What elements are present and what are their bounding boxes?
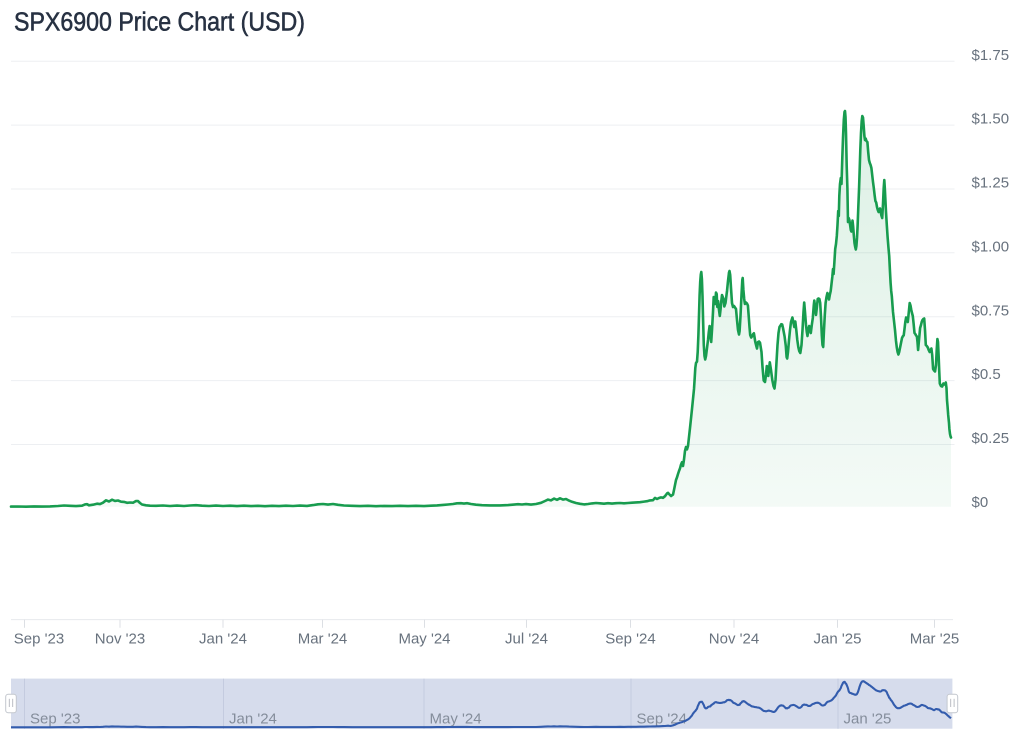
- svg-text:Nov '23: Nov '23: [95, 630, 145, 647]
- svg-text:Mar '24: Mar '24: [298, 630, 348, 647]
- svg-text:Sep '24: Sep '24: [637, 710, 687, 727]
- svg-text:Jan '25: Jan '25: [844, 710, 892, 727]
- svg-text:Mar '25: Mar '25: [910, 630, 960, 647]
- svg-text:Sep '23: Sep '23: [14, 630, 64, 647]
- svg-text:May '24: May '24: [430, 710, 482, 727]
- svg-text:Nov '24: Nov '24: [709, 630, 759, 647]
- svg-text:$0.5: $0.5: [972, 366, 1001, 383]
- svg-text:Jul '24: Jul '24: [505, 630, 548, 647]
- svg-text:$0.25: $0.25: [972, 430, 1010, 447]
- svg-text:Sep '23: Sep '23: [30, 710, 80, 727]
- svg-text:$0.75: $0.75: [972, 302, 1010, 319]
- svg-text:Jan '25: Jan '25: [814, 630, 862, 647]
- svg-text:$1.00: $1.00: [972, 238, 1010, 255]
- svg-text:$1.25: $1.25: [972, 175, 1010, 192]
- svg-text:Jan '24: Jan '24: [229, 710, 277, 727]
- svg-text:$1.50: $1.50: [972, 111, 1010, 128]
- svg-text:Sep '24: Sep '24: [605, 630, 655, 647]
- svg-text:$0: $0: [972, 494, 989, 511]
- svg-text:$1.75: $1.75: [972, 47, 1010, 64]
- svg-text:Jan '24: Jan '24: [199, 630, 247, 647]
- svg-text:May '24: May '24: [398, 630, 450, 647]
- svg-text:SPX6900 Price Chart (USD): SPX6900 Price Chart (USD): [14, 9, 305, 37]
